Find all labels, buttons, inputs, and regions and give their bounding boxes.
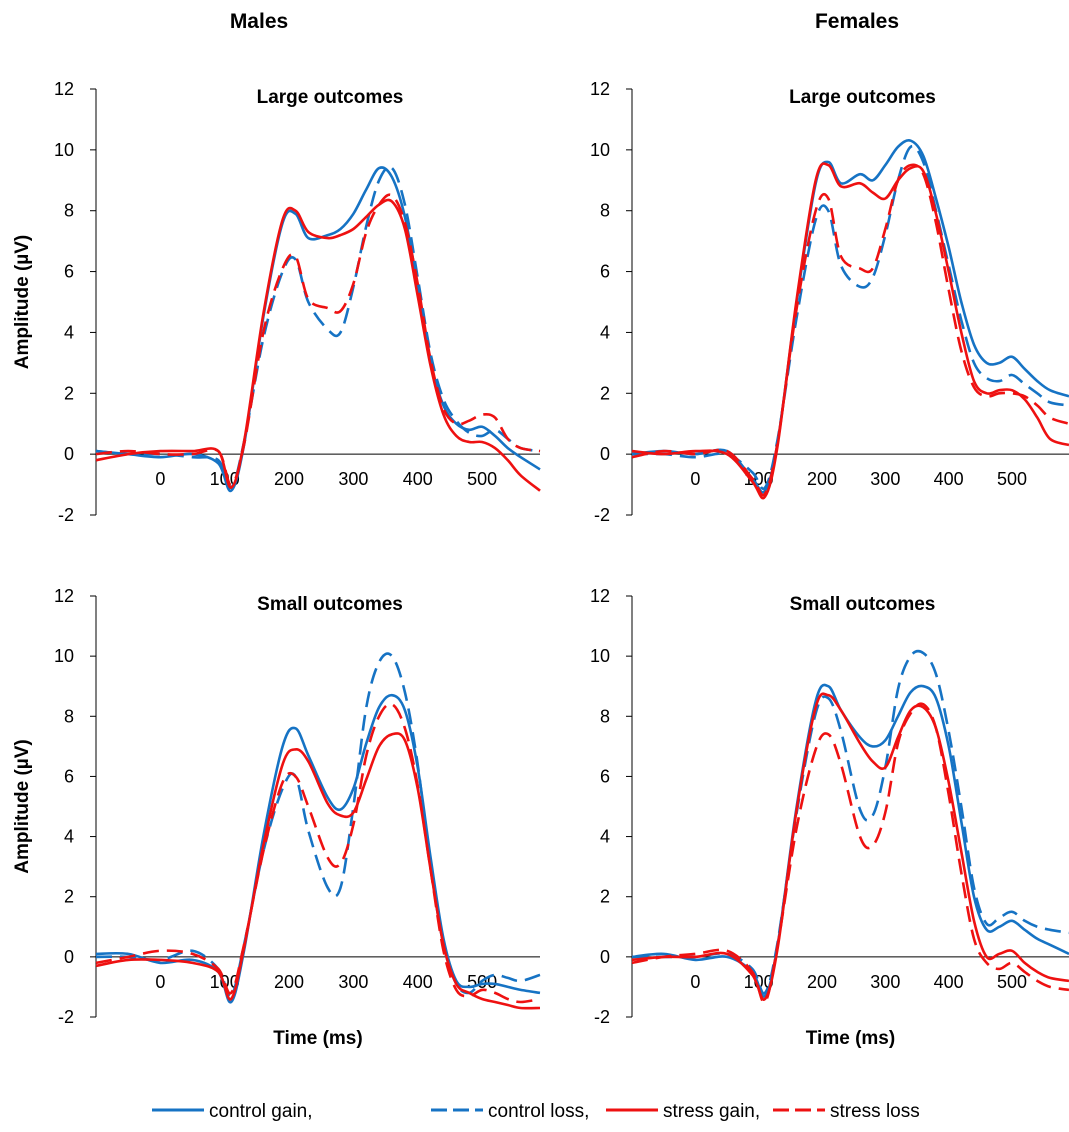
panel-title: Small outcomes xyxy=(790,594,936,615)
y-tick-label: 4 xyxy=(600,322,610,342)
x-axis-label: Time (ms) xyxy=(273,1028,362,1049)
column-title-males: Males xyxy=(230,10,288,33)
panel-title: Large outcomes xyxy=(257,87,404,108)
y-axis-label: Amplitude (µV) xyxy=(12,739,33,873)
legend-item: control loss, xyxy=(431,1101,589,1122)
x-tick-label: 0 xyxy=(155,469,165,489)
column-title-females: Females xyxy=(815,10,899,33)
legend-label: control gain, xyxy=(209,1101,313,1122)
y-tick-label: 12 xyxy=(590,79,610,99)
series-line-control-loss xyxy=(631,144,1069,491)
x-tick-label: 300 xyxy=(338,469,368,489)
legend-item: stress loss xyxy=(773,1101,920,1122)
series-line-control-loss xyxy=(95,652,541,998)
x-tick-label: 400 xyxy=(934,469,964,489)
x-tick-label: 0 xyxy=(690,469,700,489)
y-tick-label: 2 xyxy=(64,887,74,907)
y-tick-label: -2 xyxy=(58,1007,74,1027)
y-tick-label: 10 xyxy=(590,140,610,160)
series-line-stress-gain xyxy=(631,162,1069,500)
legend-item: control gain, xyxy=(152,1101,313,1122)
x-tick-label: 200 xyxy=(807,469,837,489)
y-tick-label: 12 xyxy=(590,586,610,606)
series-line-stress-gain xyxy=(631,692,1069,1001)
y-tick-label: 6 xyxy=(64,262,74,282)
series-line-stress-gain xyxy=(95,198,541,492)
series-line-control-loss xyxy=(632,649,1069,995)
series-line-stress-loss xyxy=(631,702,1069,1004)
y-tick-label: 8 xyxy=(600,201,610,221)
x-tick-label: 300 xyxy=(338,972,368,992)
x-tick-label: 400 xyxy=(403,469,433,489)
x-axis-label: Time (ms) xyxy=(806,1028,895,1049)
x-tick-label: 300 xyxy=(870,972,900,992)
y-tick-label: 0 xyxy=(64,947,74,967)
x-tick-label: 400 xyxy=(934,972,964,992)
y-axis-label: Amplitude (µV) xyxy=(12,235,33,369)
y-tick-label: -2 xyxy=(58,505,74,525)
x-tick-label: 500 xyxy=(467,469,497,489)
panel-title: Large outcomes xyxy=(789,87,936,108)
series-line-control-gain xyxy=(631,139,1069,494)
series-line-control-gain xyxy=(95,693,541,1004)
y-tick-label: 10 xyxy=(54,140,74,160)
x-tick-label: 200 xyxy=(807,972,837,992)
y-tick-label: 4 xyxy=(600,827,610,847)
y-tick-label: 2 xyxy=(600,383,610,403)
x-tick-label: 0 xyxy=(690,972,700,992)
legend-label: control loss, xyxy=(488,1101,589,1122)
series-line-control-loss xyxy=(95,165,541,489)
x-tick-label: 500 xyxy=(997,972,1027,992)
y-tick-label: 0 xyxy=(600,947,610,967)
y-tick-label: 8 xyxy=(600,706,610,726)
legend-label: stress loss xyxy=(830,1101,920,1122)
x-tick-label: 200 xyxy=(274,972,304,992)
y-tick-label: -2 xyxy=(594,505,610,525)
y-tick-label: 4 xyxy=(64,322,74,342)
y-tick-label: 0 xyxy=(64,444,74,464)
y-tick-label: 6 xyxy=(64,766,74,786)
y-tick-label: 2 xyxy=(600,887,610,907)
panel-title: Small outcomes xyxy=(257,594,403,615)
legend-item: stress gain, xyxy=(606,1101,760,1122)
y-tick-label: 0 xyxy=(600,444,610,464)
x-tick-label: 200 xyxy=(274,469,304,489)
series-line-stress-loss xyxy=(95,193,541,486)
y-tick-label: 8 xyxy=(64,201,74,221)
legend: control gain, control loss, stress gain, st… xyxy=(152,1101,920,1122)
y-tick-label: 12 xyxy=(54,79,74,99)
y-tick-label: 4 xyxy=(64,827,74,847)
x-tick-label: 0 xyxy=(155,972,165,992)
y-tick-label: 6 xyxy=(600,766,610,786)
y-tick-label: 12 xyxy=(54,586,74,606)
y-tick-label: 8 xyxy=(64,706,74,726)
x-tick-label: 300 xyxy=(870,469,900,489)
y-tick-label: 10 xyxy=(590,646,610,666)
y-tick-label: 10 xyxy=(54,646,74,666)
series-line-control-gain xyxy=(631,683,1069,998)
series-line-stress-loss xyxy=(631,163,1069,497)
y-tick-label: 2 xyxy=(64,383,74,403)
legend-label: stress gain, xyxy=(663,1101,760,1122)
y-tick-label: -2 xyxy=(594,1007,610,1027)
x-tick-label: 500 xyxy=(997,469,1027,489)
series-line-stress-loss xyxy=(95,702,541,1004)
y-tick-label: 6 xyxy=(600,262,610,282)
x-tick-label: 400 xyxy=(403,972,433,992)
